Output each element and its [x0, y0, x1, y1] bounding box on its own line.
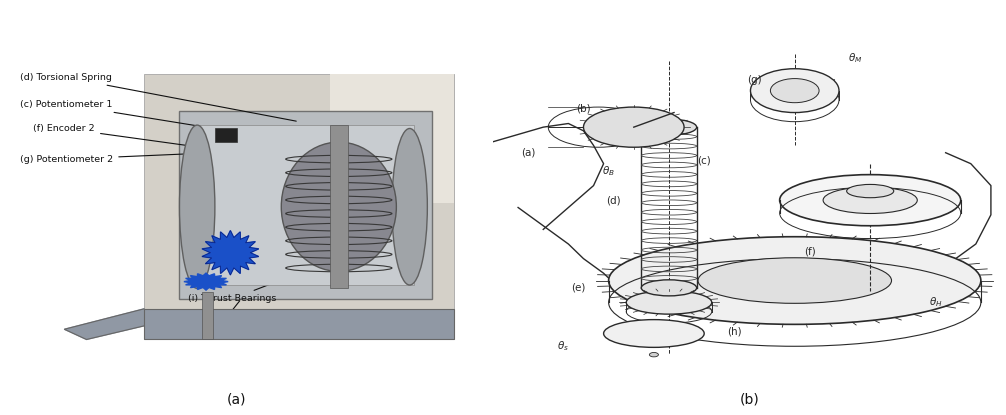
Ellipse shape	[604, 320, 704, 347]
Ellipse shape	[847, 184, 893, 198]
Text: (i) Thrust Bearings: (i) Thrust Bearings	[188, 279, 283, 303]
FancyBboxPatch shape	[144, 309, 454, 339]
Text: (h) Bevel Gears: (h) Bevel Gears	[188, 301, 263, 324]
Ellipse shape	[649, 352, 658, 357]
Ellipse shape	[642, 280, 696, 296]
Ellipse shape	[583, 107, 684, 147]
Polygon shape	[184, 273, 228, 290]
Ellipse shape	[609, 237, 981, 325]
Text: (a): (a)	[521, 148, 535, 158]
Text: $\theta_H$: $\theta_H$	[929, 295, 943, 309]
Text: (d): (d)	[607, 195, 621, 205]
FancyBboxPatch shape	[144, 74, 454, 339]
FancyBboxPatch shape	[215, 129, 237, 142]
Text: $\theta_B$: $\theta_B$	[603, 164, 615, 178]
FancyBboxPatch shape	[330, 125, 348, 288]
Ellipse shape	[282, 142, 396, 271]
Text: (f) Encoder 2: (f) Encoder 2	[33, 124, 283, 159]
FancyBboxPatch shape	[179, 112, 432, 299]
Text: (a): (a)	[226, 393, 246, 407]
Text: $\theta_s$: $\theta_s$	[557, 339, 569, 353]
Text: (g) Potentiometer 2: (g) Potentiometer 2	[20, 152, 221, 164]
Text: (e): (e)	[571, 283, 585, 293]
Text: (h): (h)	[727, 327, 741, 337]
Ellipse shape	[771, 78, 819, 103]
Ellipse shape	[780, 175, 961, 226]
FancyBboxPatch shape	[330, 74, 454, 203]
Text: $\theta_M$: $\theta_M$	[848, 51, 862, 65]
Ellipse shape	[698, 258, 891, 303]
Polygon shape	[202, 231, 259, 275]
Ellipse shape	[750, 69, 839, 112]
Text: (b): (b)	[739, 393, 760, 407]
FancyBboxPatch shape	[201, 292, 212, 339]
Text: (c): (c)	[697, 155, 711, 165]
FancyBboxPatch shape	[197, 125, 414, 285]
Ellipse shape	[392, 129, 428, 285]
Ellipse shape	[626, 291, 711, 314]
Ellipse shape	[823, 187, 917, 213]
Ellipse shape	[642, 119, 696, 135]
Text: (d) Torsional Spring: (d) Torsional Spring	[20, 73, 296, 121]
Text: (g): (g)	[747, 75, 762, 85]
Text: (f): (f)	[804, 247, 816, 256]
Text: (b): (b)	[576, 104, 591, 114]
Polygon shape	[64, 309, 144, 339]
Text: (c) Potentiometer 1: (c) Potentiometer 1	[20, 100, 274, 138]
Ellipse shape	[179, 125, 215, 288]
